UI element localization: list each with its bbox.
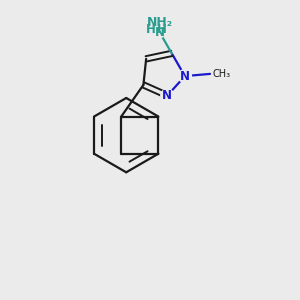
Text: N: N xyxy=(154,26,165,39)
Circle shape xyxy=(178,70,191,83)
Text: H: H xyxy=(146,23,156,36)
Text: N: N xyxy=(162,89,172,102)
Text: H: H xyxy=(156,23,166,36)
Text: CH₃: CH₃ xyxy=(212,69,231,79)
Circle shape xyxy=(154,27,165,38)
Text: N: N xyxy=(180,70,190,83)
Circle shape xyxy=(161,89,174,102)
Text: NH₂: NH₂ xyxy=(146,16,173,29)
